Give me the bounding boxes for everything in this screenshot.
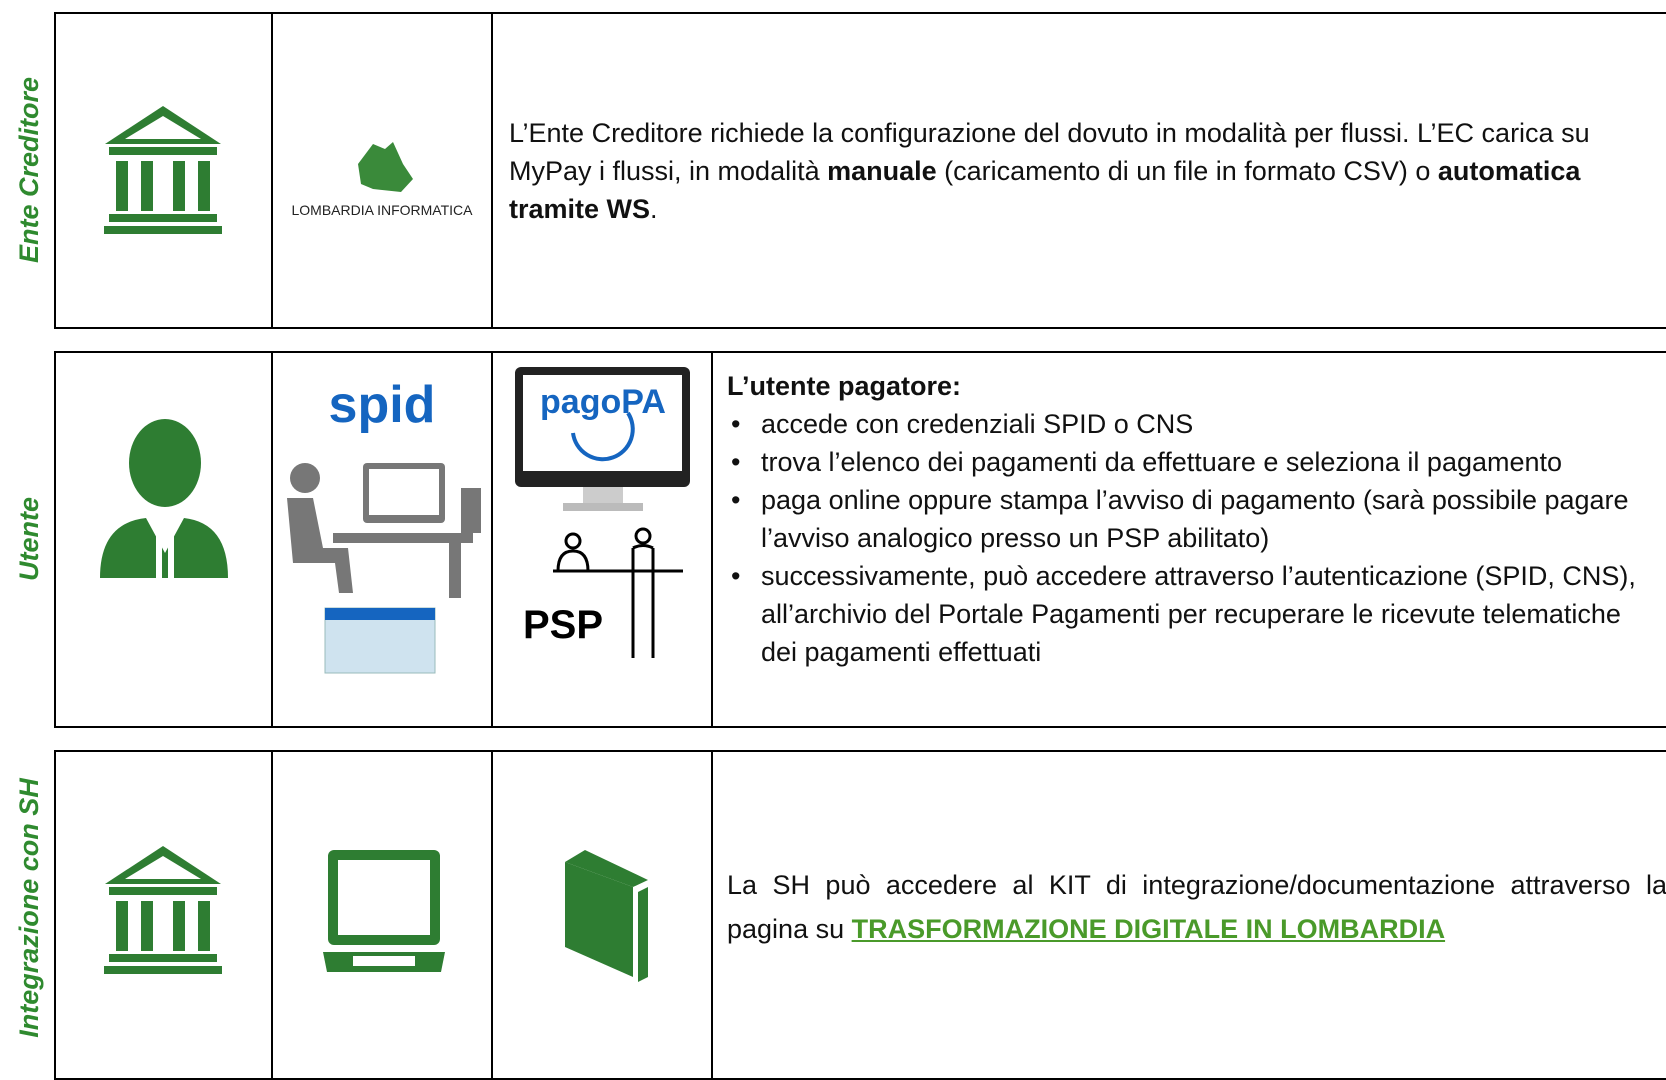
text-bold: automatica tramite WS <box>509 155 1581 224</box>
pagopa-illustration <box>515 367 690 658</box>
region-map <box>358 142 413 192</box>
bullet: accede con credenziali SPID o CNS <box>731 405 1657 443</box>
text-cell: L’Ente Creditore richiede la configurazi… <box>491 12 1666 329</box>
text: . <box>650 193 658 224</box>
bank-icon <box>104 846 222 974</box>
row-label: Utente <box>14 497 44 582</box>
text-cell: La SH può accedere al KIT di integrazion… <box>711 750 1666 1080</box>
bullet-list: accede con credenziali SPID o CNS trova … <box>727 405 1657 671</box>
bullet: paga online oppure stampa l’avviso di pa… <box>731 481 1657 557</box>
image-cell: spid <box>271 351 493 728</box>
psp-label: PSP <box>523 603 604 647</box>
logo-cell: LOMBARDIA INFORMATICA <box>271 12 493 329</box>
user-icon <box>100 419 228 578</box>
spid-logo: spid <box>328 376 436 434</box>
bullet: trova l’elenco dei pagamenti da effettua… <box>731 443 1657 481</box>
icon-cell <box>491 750 713 1080</box>
link[interactable]: TRASFORMAZIONE DIGITALE IN LOMBARDIA <box>851 913 1446 944</box>
text: La SH può accedere al KIT di integrazion… <box>727 869 1666 944</box>
laptop-icon <box>323 850 445 972</box>
text-bold: manuale <box>827 155 937 186</box>
icon-cell <box>271 750 493 1080</box>
icon-cell <box>54 12 273 329</box>
description: L’Ente Creditore richiede la configurazi… <box>493 114 1655 228</box>
text: (caricamento di un file in formato CSV) … <box>936 155 1438 186</box>
text-cell: L’utente pagatore: accede con credenzial… <box>711 351 1666 728</box>
row-label: Integrazione con SH <box>14 778 44 1038</box>
icon-cell <box>54 750 273 1080</box>
heading: L’utente pagatore: <box>727 371 962 401</box>
text: L’Ente Creditore richiede la configurazi… <box>509 117 1590 186</box>
icon-cell <box>54 351 273 728</box>
bank-icon <box>104 106 222 234</box>
bullet: successivamente, può accedere attraverso… <box>731 557 1657 671</box>
description: La SH può accedere al KIT di integrazion… <box>713 863 1666 951</box>
book-icon <box>565 850 648 982</box>
logo-text: LOMBARDIA INFORMATICA <box>291 202 473 218</box>
computer-illustration <box>287 463 481 674</box>
pagopa-logo: pagoPA <box>540 383 666 421</box>
image-cell: PSP pagoPA <box>491 351 713 728</box>
description: L’utente pagatore: accede con credenzial… <box>727 367 1657 671</box>
row-label: Ente Creditore <box>14 76 44 264</box>
